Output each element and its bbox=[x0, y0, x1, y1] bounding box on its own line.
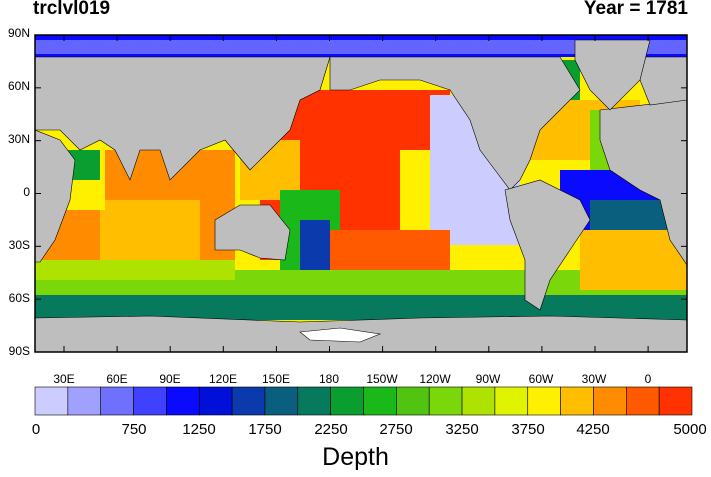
colorbar-box bbox=[527, 386, 561, 416]
south-america bbox=[504, 179, 591, 311]
lon-label: 0 bbox=[644, 372, 652, 386]
africa-east bbox=[35, 129, 76, 263]
eurasia bbox=[35, 56, 331, 181]
africa-west bbox=[599, 99, 687, 266]
lon-label: 90E bbox=[159, 372, 181, 386]
colorbar-box bbox=[67, 386, 101, 416]
colorbar-box bbox=[231, 386, 266, 416]
lat-label: 90S bbox=[8, 344, 30, 358]
colorbar-label: 1250 bbox=[182, 421, 216, 438]
lat-label: 0 bbox=[23, 185, 30, 199]
colorbar-box bbox=[593, 386, 627, 416]
colorbar-box bbox=[396, 386, 430, 416]
colorbar-box bbox=[560, 386, 594, 416]
colorbar-label: 4250 bbox=[576, 421, 610, 438]
australia bbox=[214, 204, 291, 261]
colorbar-label: 3250 bbox=[445, 421, 479, 438]
colorbar-label: 2750 bbox=[379, 421, 413, 438]
lon-label: 30W bbox=[581, 372, 607, 386]
lat-label: 60S bbox=[8, 291, 30, 305]
lat-label: 30N bbox=[7, 132, 30, 146]
lat-label: 30S bbox=[8, 238, 30, 252]
colorbar-box bbox=[133, 386, 167, 416]
colorbar-label: 1750 bbox=[248, 421, 282, 438]
colorbar-label: 0 bbox=[31, 421, 41, 438]
colorbar-label: 5000 bbox=[673, 421, 707, 438]
lat-label: 60N bbox=[7, 79, 30, 93]
colorbar-label: 750 bbox=[121, 421, 147, 438]
colorbar-box bbox=[363, 386, 397, 416]
lon-label: 150W bbox=[366, 372, 398, 386]
lon-label: 120E bbox=[208, 372, 238, 386]
lon-label: 120W bbox=[419, 372, 451, 386]
lon-label: 60E bbox=[106, 372, 128, 386]
colorbar-title: Depth bbox=[322, 443, 389, 471]
year-label: Year = 1781 bbox=[583, 0, 688, 19]
lon-label: 30E bbox=[53, 372, 75, 386]
colorbar-box bbox=[297, 386, 331, 416]
colorbar-box bbox=[34, 386, 69, 416]
colorbar-box bbox=[330, 386, 364, 416]
colorbar-label: 3750 bbox=[511, 421, 545, 438]
colorbar-box bbox=[166, 386, 200, 416]
colorbar-box bbox=[198, 386, 233, 416]
greenland bbox=[574, 39, 651, 111]
plot-title: trclvl019 bbox=[33, 0, 111, 19]
colorbar-box bbox=[625, 386, 660, 416]
lat-label: 90N bbox=[7, 26, 30, 40]
colorbar-box bbox=[428, 386, 463, 416]
colorbar-box bbox=[264, 386, 299, 416]
colorbar-label: 2250 bbox=[314, 421, 348, 438]
north-america bbox=[329, 56, 581, 191]
colorbar-box bbox=[461, 386, 496, 416]
lon-label: 180 bbox=[318, 372, 340, 386]
colorbar-box bbox=[100, 386, 134, 416]
lon-label: 60W bbox=[528, 372, 554, 386]
colorbar-box bbox=[494, 386, 529, 416]
europe-west bbox=[639, 56, 687, 106]
colorbar-box bbox=[658, 386, 693, 416]
lon-label: 150E bbox=[261, 372, 291, 386]
lon-label: 90W bbox=[475, 372, 501, 386]
ice-shelf bbox=[299, 327, 382, 343]
